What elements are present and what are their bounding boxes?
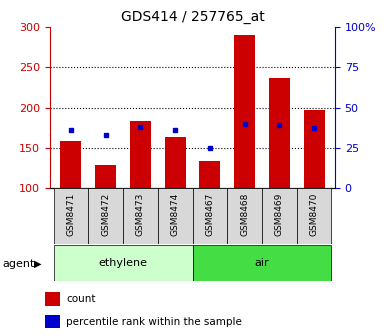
Bar xyxy=(54,188,88,244)
Bar xyxy=(297,188,331,244)
Text: GSM8468: GSM8468 xyxy=(240,193,249,236)
Bar xyxy=(192,188,227,244)
Bar xyxy=(269,78,290,188)
Bar xyxy=(234,35,255,188)
Bar xyxy=(199,161,220,188)
Bar xyxy=(192,245,331,281)
Bar xyxy=(123,188,158,244)
Bar xyxy=(158,188,192,244)
Text: agent: agent xyxy=(2,259,34,269)
Text: GSM8472: GSM8472 xyxy=(101,193,110,236)
Text: percentile rank within the sample: percentile rank within the sample xyxy=(66,317,242,327)
Text: GSM8471: GSM8471 xyxy=(66,193,75,236)
Title: GDS414 / 257765_at: GDS414 / 257765_at xyxy=(121,10,264,25)
Bar xyxy=(45,315,60,328)
Text: air: air xyxy=(254,258,269,268)
Bar xyxy=(88,188,123,244)
Bar xyxy=(130,121,151,188)
Text: GSM8469: GSM8469 xyxy=(275,193,284,236)
Bar xyxy=(95,165,116,188)
Bar xyxy=(45,292,60,305)
Bar xyxy=(227,188,262,244)
Text: GSM8473: GSM8473 xyxy=(136,193,145,236)
Text: count: count xyxy=(66,294,96,304)
Text: GSM8470: GSM8470 xyxy=(310,193,319,236)
Text: GSM8474: GSM8474 xyxy=(171,193,180,236)
Bar xyxy=(54,245,192,281)
Text: ethylene: ethylene xyxy=(99,258,147,268)
Bar xyxy=(262,188,297,244)
Text: ▶: ▶ xyxy=(34,259,42,269)
Text: GSM8467: GSM8467 xyxy=(205,193,214,236)
Bar xyxy=(60,141,81,188)
Bar xyxy=(165,137,186,188)
Bar xyxy=(304,110,325,188)
